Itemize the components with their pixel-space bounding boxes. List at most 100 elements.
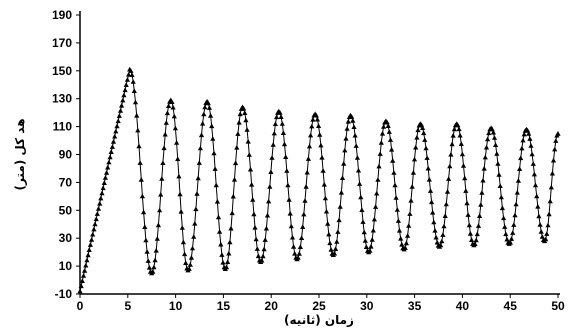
data-point (493, 142, 499, 147)
data-point (333, 246, 339, 251)
data-point (398, 235, 404, 241)
data-point (418, 122, 425, 127)
data-point (86, 247, 92, 252)
data-point (178, 208, 184, 214)
y-tick-label: 10 (59, 259, 73, 273)
data-point (518, 155, 524, 161)
data-point (449, 141, 455, 147)
x-tick-label: 10 (169, 299, 183, 313)
data-point (501, 215, 507, 221)
data-point (502, 224, 508, 229)
data-point (444, 189, 451, 194)
data-point (154, 236, 160, 241)
data-point (197, 145, 203, 151)
x-tick-label: 40 (456, 299, 470, 313)
data-point (358, 194, 364, 200)
data-point (107, 154, 113, 160)
data-point (423, 145, 429, 151)
data-point (270, 142, 276, 147)
x-axis-label: زمان (ثانیه) (284, 313, 354, 327)
data-point (116, 113, 122, 118)
data-point (379, 130, 386, 136)
data-point (447, 163, 453, 169)
data-point (396, 228, 403, 233)
data-point (367, 248, 373, 253)
y-tick-label: 110 (53, 120, 73, 134)
data-point (123, 82, 129, 87)
data-point (331, 250, 338, 256)
data-point (345, 118, 351, 124)
x-tick-label: 0 (77, 299, 84, 313)
data-point (446, 176, 452, 181)
data-point (536, 213, 542, 219)
data-point (482, 154, 488, 160)
data-point (375, 177, 381, 182)
data-point (342, 147, 348, 153)
data-point (166, 103, 172, 108)
data-point (508, 236, 515, 241)
data-point (255, 253, 261, 259)
data-point (179, 225, 185, 230)
data-point (94, 211, 100, 216)
data-point (430, 209, 436, 215)
data-point (92, 221, 98, 227)
data-point (387, 137, 394, 142)
data-point (153, 247, 159, 253)
data-point (421, 130, 427, 136)
data-point (519, 145, 525, 151)
data-point (286, 197, 292, 202)
data-point (274, 114, 280, 120)
data-point (512, 212, 518, 218)
data-point (122, 87, 128, 93)
data-point (336, 217, 342, 223)
data-point (323, 208, 330, 214)
data-point (414, 134, 420, 140)
data-point (349, 114, 355, 119)
data-point (432, 228, 438, 233)
data-point (457, 132, 463, 138)
data-point (121, 92, 127, 98)
data-point (77, 288, 83, 294)
data-point (287, 210, 293, 216)
data-point (141, 209, 147, 215)
data-point (431, 219, 437, 225)
data-point (235, 131, 241, 136)
data-point (234, 144, 240, 150)
data-point (193, 206, 199, 212)
data-point (163, 120, 169, 125)
data-point (510, 230, 516, 235)
data-point (237, 111, 243, 117)
data-point (441, 223, 447, 229)
data-point (144, 249, 150, 254)
data-point (415, 127, 421, 133)
data-point (370, 227, 376, 233)
data-point (246, 152, 252, 157)
data-point (497, 183, 503, 188)
data-point (250, 197, 256, 202)
data-point (195, 175, 201, 181)
y-tick-label: -10 (55, 287, 73, 301)
data-point (217, 229, 223, 234)
y-axis-label: هد کل (متر) (13, 118, 27, 190)
data-point (455, 122, 461, 128)
data-point (321, 181, 327, 187)
data-point (351, 124, 357, 129)
data-point (306, 143, 313, 149)
data-point (268, 169, 274, 174)
data-point (486, 130, 492, 136)
data-point (494, 151, 500, 156)
data-point (158, 192, 164, 197)
data-point (465, 212, 471, 217)
data-point (376, 163, 382, 169)
data-point (162, 131, 168, 137)
data-point (78, 283, 84, 289)
data-point (161, 145, 167, 151)
data-point (279, 121, 285, 126)
data-point (143, 237, 149, 243)
data-point (466, 222, 472, 228)
data-point (136, 143, 142, 149)
data-point (343, 135, 349, 141)
data-point (530, 161, 536, 166)
data-point (189, 245, 196, 251)
